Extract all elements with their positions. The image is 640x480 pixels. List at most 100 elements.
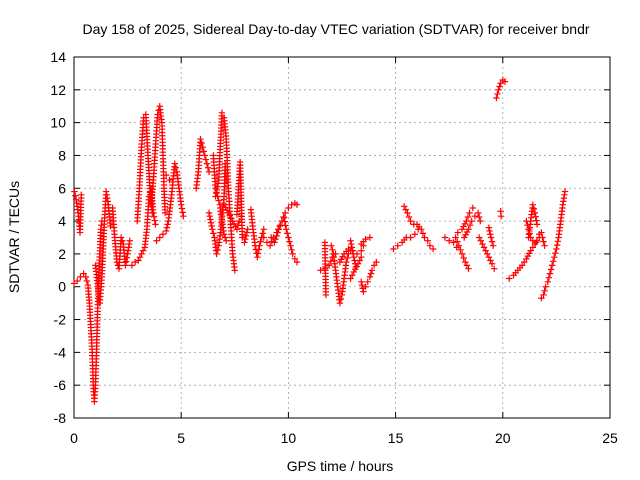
x-tick-label: 20 xyxy=(495,430,511,446)
data-point xyxy=(418,226,425,233)
data-point xyxy=(452,234,459,241)
data-point xyxy=(362,235,369,243)
data-point xyxy=(210,230,217,237)
data-point xyxy=(231,267,238,274)
data-point xyxy=(214,183,221,190)
data-point xyxy=(495,86,502,94)
data-point xyxy=(536,231,543,238)
data-point xyxy=(285,234,292,241)
data-point xyxy=(457,246,464,254)
data-point xyxy=(370,262,378,269)
data-point xyxy=(178,205,186,212)
data-point xyxy=(214,180,222,187)
data-point xyxy=(531,209,539,217)
data-point xyxy=(419,230,427,237)
data-point xyxy=(338,256,345,263)
data-point xyxy=(222,204,229,211)
y-tick-label: 10 xyxy=(50,115,66,131)
data-point xyxy=(424,237,431,244)
data-point xyxy=(540,291,547,299)
data-point xyxy=(272,235,279,243)
data-point xyxy=(254,253,261,261)
y-tick-label: -6 xyxy=(54,377,67,393)
data-point xyxy=(488,238,496,245)
data-point xyxy=(71,188,78,195)
data-point xyxy=(552,249,559,257)
data-point xyxy=(541,242,548,249)
data-point xyxy=(474,209,482,217)
data-point xyxy=(271,239,278,246)
data-point xyxy=(337,295,345,303)
data-point xyxy=(466,221,474,229)
data-point xyxy=(242,235,249,243)
data-point xyxy=(358,281,366,289)
data-point xyxy=(223,206,231,214)
data-point xyxy=(404,209,411,217)
data-point xyxy=(329,246,336,254)
data-point xyxy=(328,242,335,249)
data-point xyxy=(214,246,221,254)
data-point xyxy=(221,234,229,241)
data-point xyxy=(463,228,471,236)
data-point xyxy=(488,260,496,267)
data-point xyxy=(476,213,483,221)
data-point xyxy=(529,237,537,244)
data-point xyxy=(454,238,461,245)
data-point xyxy=(348,272,356,279)
data-point xyxy=(266,242,274,249)
data-point xyxy=(366,273,374,281)
data-point xyxy=(441,234,449,241)
data-point xyxy=(200,148,207,155)
data-point xyxy=(197,135,204,143)
data-point xyxy=(489,242,497,249)
data-point xyxy=(344,254,351,262)
data-point xyxy=(460,223,467,230)
data-point xyxy=(465,226,472,233)
data-point xyxy=(135,257,142,264)
data-point xyxy=(542,283,549,290)
data-point xyxy=(390,245,397,253)
data-point xyxy=(223,237,230,244)
data-point xyxy=(446,237,453,244)
data-point xyxy=(358,247,365,254)
data-point xyxy=(205,209,213,217)
data-point xyxy=(485,224,493,231)
data-point xyxy=(151,217,158,224)
data-point xyxy=(471,212,479,220)
data-point xyxy=(407,234,414,241)
data-point xyxy=(463,262,471,269)
data-point xyxy=(122,262,129,269)
data-point xyxy=(518,262,526,269)
data-point xyxy=(284,230,291,237)
data-point xyxy=(350,268,357,276)
data-point xyxy=(487,231,494,238)
data-point xyxy=(450,239,457,246)
data-point xyxy=(233,226,241,233)
data-point xyxy=(551,253,558,261)
data-point xyxy=(162,227,170,235)
data-point xyxy=(501,78,509,85)
data-point xyxy=(293,201,301,208)
data-point xyxy=(126,237,133,244)
data-point xyxy=(553,241,561,249)
data-point xyxy=(351,257,358,264)
data-point xyxy=(479,240,486,248)
data-point xyxy=(533,221,541,228)
data-point xyxy=(529,201,537,208)
data-point xyxy=(464,213,472,221)
data-point xyxy=(539,234,546,241)
data-point xyxy=(347,237,354,244)
data-point xyxy=(206,212,213,220)
data-point xyxy=(352,260,359,267)
data-point xyxy=(122,258,130,265)
data-point xyxy=(530,205,538,212)
data-point xyxy=(463,217,470,225)
data-point xyxy=(285,204,292,212)
data-point xyxy=(349,250,357,258)
data-point xyxy=(411,231,419,238)
data-point xyxy=(466,209,473,217)
x-tick-label: 15 xyxy=(388,430,404,446)
chart-title: Day 158 of 2025, Sidereal Day-to-day VTE… xyxy=(82,21,589,37)
data-point xyxy=(244,226,251,233)
data-point xyxy=(477,237,485,244)
